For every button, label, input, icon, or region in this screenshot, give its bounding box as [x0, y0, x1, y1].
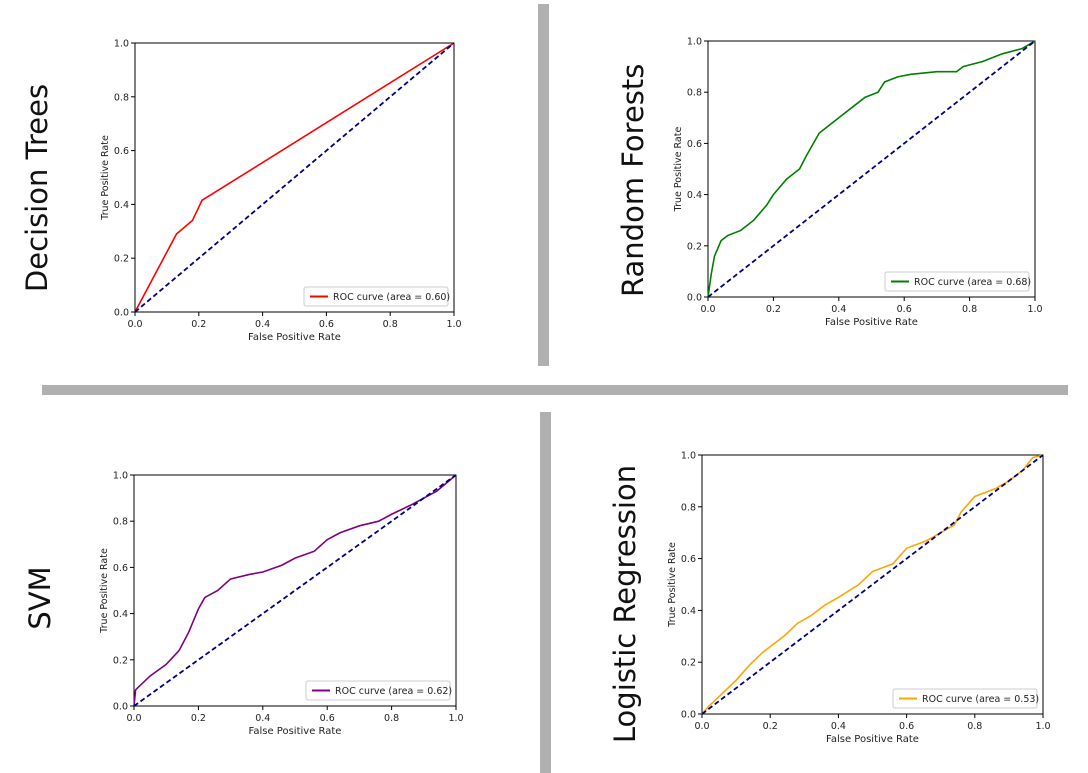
random-forests-chance-line: [707, 40, 1036, 298]
decision-trees-ytick-label: 0.6: [114, 146, 129, 157]
svm-ytick-label: 0.2: [113, 655, 128, 666]
svm-xtick-label: 0.8: [384, 713, 399, 724]
svm-ylabel: True Positive Rate: [99, 548, 110, 634]
svm-legend: [305, 680, 451, 701]
random-forests-xtick-label: 1.0: [1027, 304, 1042, 315]
logistic-regression-xtick-label: 0.2: [763, 721, 778, 732]
random-forests-xtick-label: 0.0: [700, 304, 715, 315]
random-forests-xtick-label: 0.6: [897, 304, 912, 315]
decision-trees-xtick-label: 0.4: [255, 319, 270, 330]
random-forests-xlabel: False Positive Rate: [825, 317, 918, 328]
logistic-regression-ytick-label: 0.4: [681, 606, 696, 617]
random-forests-xtick-label: 0.4: [831, 304, 846, 315]
random-forests-xtick-label: 0.2: [766, 304, 781, 315]
svm-ytick-label: 1.0: [113, 471, 128, 482]
decision-trees-legend-label: ROC curve (area = 0.60): [333, 292, 450, 303]
random-forests-legend: [884, 271, 1030, 292]
logistic-regression-xtick-label: 0.4: [831, 721, 846, 732]
decision-trees-xtick-label: 1.0: [446, 319, 461, 330]
vertical-divider-bottom: [540, 412, 551, 773]
random-forests-ytick-label: 0.2: [687, 241, 702, 252]
svm-xlabel: False Positive Rate: [249, 726, 342, 737]
decision-trees-xtick-label: 0.6: [319, 319, 334, 330]
decision-trees-chance-line: [134, 42, 455, 313]
logistic-regression-ytick-label: 0.6: [681, 554, 696, 565]
logistic-regression-legend: [892, 688, 1038, 709]
logistic-regression-roc-curve: [701, 454, 1044, 715]
svm-xtick-label: 0.4: [255, 713, 270, 724]
svm-xtick-label: 1.0: [448, 713, 463, 724]
random-forests-ytick-label: 0.4: [687, 190, 702, 201]
decision-trees-ytick-label: 0.2: [114, 254, 129, 265]
decision-trees-xtick-label: 0.0: [127, 319, 142, 330]
svm-ytick-label: 0.4: [113, 609, 128, 620]
decision-trees-xtick-label: 0.8: [383, 319, 398, 330]
svm-xtick-label: 0.2: [191, 713, 206, 724]
decision-trees-ytick-label: 0.0: [114, 308, 129, 319]
decision-trees-ytick-label: 1.0: [114, 39, 129, 50]
logistic-regression-xtick-label: 0.6: [899, 721, 914, 732]
random-forests-ytick-label: 0.0: [687, 293, 702, 304]
svm-xtick-label: 0.0: [126, 713, 141, 724]
decision-trees-xtick-label: 0.2: [191, 319, 206, 330]
svm-roc-curve: [133, 474, 457, 707]
vertical-divider-top: [538, 4, 549, 366]
logistic-regression-ytick-label: 1.0: [681, 451, 696, 462]
logistic-regression-xtick-label: 0.8: [967, 721, 982, 732]
svm-ytick-label: 0.0: [113, 702, 128, 713]
logistic-regression-ytick-label: 0.2: [681, 658, 696, 669]
logistic-regression-ytick-label: 0.8: [681, 502, 696, 513]
random-forests-roc-curve: [707, 40, 1036, 298]
random-forests-ytick-label: 0.8: [687, 88, 702, 99]
logistic-regression-ytick-label: 0.0: [681, 710, 696, 721]
random-forests-ylabel: True Positive Rate: [673, 127, 684, 213]
svm-ytick-label: 0.8: [113, 517, 128, 528]
logistic-regression-xlabel: False Positive Rate: [826, 734, 919, 745]
decision-trees-ytick-label: 0.8: [114, 92, 129, 103]
decision-trees-ylabel: True Positive Rate: [100, 135, 111, 221]
decision-trees-xlabel: False Positive Rate: [248, 332, 341, 343]
logistic-regression-ylabel: True Positive Rate: [667, 542, 678, 628]
logistic-regression-xtick-label: 0.0: [694, 721, 709, 732]
decision-trees-ytick-label: 0.4: [114, 200, 129, 211]
svm-ytick-label: 0.6: [113, 563, 128, 574]
random-forests-xtick-label: 0.8: [962, 304, 977, 315]
svm-chance-line: [133, 474, 457, 707]
decision-trees-roc-curve: [134, 42, 455, 313]
logistic-regression-xtick-label: 1.0: [1035, 721, 1050, 732]
svm-legend-label: ROC curve (area = 0.62): [335, 686, 452, 697]
logistic-regression-chance-line: [701, 454, 1044, 715]
random-forests-legend-label: ROC curve (area = 0.68): [914, 277, 1031, 288]
random-forests-ytick-label: 0.6: [687, 139, 702, 150]
svm-xtick-label: 0.6: [320, 713, 335, 724]
random-forests-ytick-label: 1.0: [687, 37, 702, 48]
logistic-regression-legend-label: ROC curve (area = 0.53): [922, 694, 1039, 705]
horizontal-divider: [42, 385, 1068, 395]
decision-trees-legend: [303, 286, 449, 307]
